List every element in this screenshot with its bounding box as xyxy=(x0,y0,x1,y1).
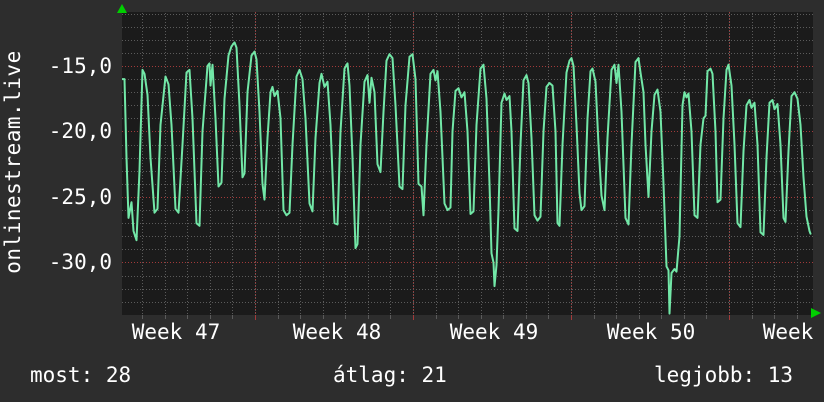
stat-best: legjobb: 13 xyxy=(654,363,794,387)
y-tick-label: -20,0 xyxy=(48,119,112,144)
stat-average: átlag: 21 xyxy=(333,363,447,387)
y-tick-label: -15,0 xyxy=(48,53,112,78)
stat-most: most: 28 xyxy=(30,363,132,387)
x-tick-label: Week 50 xyxy=(606,320,696,344)
plot-area xyxy=(122,12,813,320)
x-tick-label: Week 47 xyxy=(131,320,221,344)
up-arrow-icon xyxy=(117,4,127,13)
right-arrow-icon xyxy=(811,308,821,318)
x-tick-label: Week 48 xyxy=(292,320,382,344)
x-tick-label: Week 49 xyxy=(449,320,539,344)
y-tick-label: -30,0 xyxy=(48,250,112,275)
x-tick-label: Week xyxy=(762,320,814,344)
y-axis-title: onlinestream.live xyxy=(1,50,25,274)
y-tick-label: -25,0 xyxy=(48,184,112,209)
